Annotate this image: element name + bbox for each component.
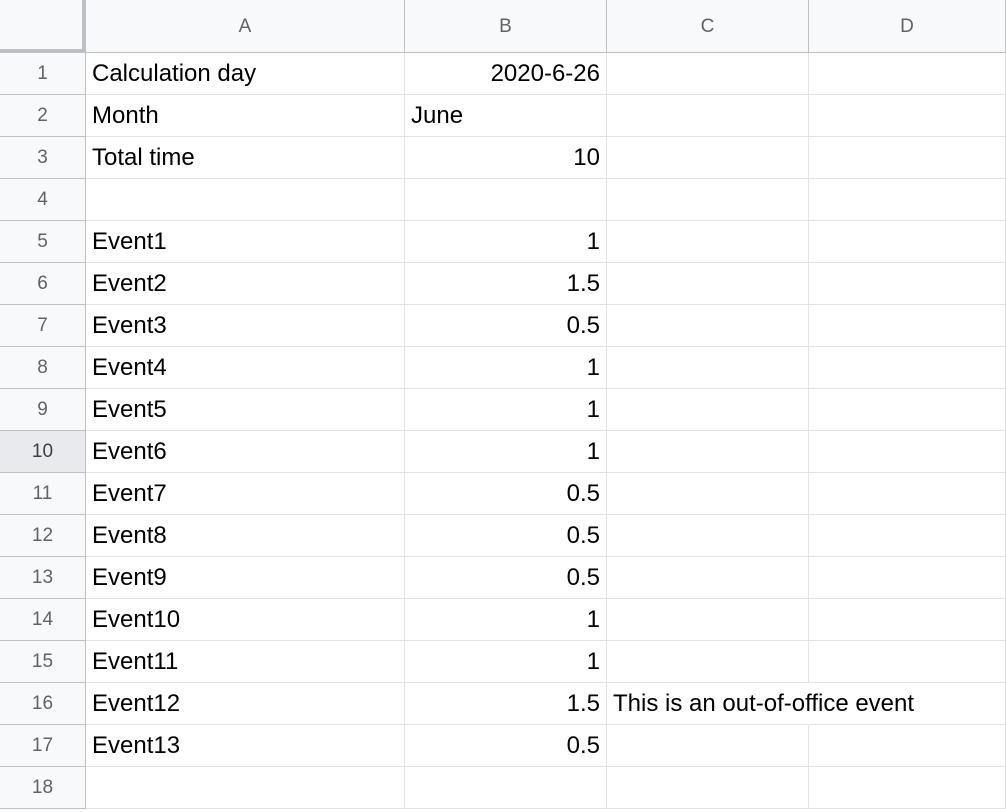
cell-a15[interactable]: Event11 bbox=[86, 641, 405, 683]
cell-a7[interactable]: Event3 bbox=[86, 305, 405, 347]
cell-b2[interactable]: June bbox=[405, 95, 607, 137]
cell-c2[interactable] bbox=[607, 95, 809, 137]
cell-d18[interactable] bbox=[809, 767, 1006, 809]
cell-a13[interactable]: Event9 bbox=[86, 557, 405, 599]
cell-b3[interactable]: 10 bbox=[405, 137, 607, 179]
column-header-c[interactable]: C bbox=[607, 0, 809, 53]
cell-b14[interactable]: 1 bbox=[405, 599, 607, 641]
cell-d10[interactable] bbox=[809, 431, 1006, 473]
cell-b7[interactable]: 0.5 bbox=[405, 305, 607, 347]
row-header-16[interactable]: 16 bbox=[0, 683, 86, 725]
column-header-b[interactable]: B bbox=[405, 0, 607, 53]
cell-b16[interactable]: 1.5 bbox=[405, 683, 607, 725]
cell-a3[interactable]: Total time bbox=[86, 137, 405, 179]
row-header-10[interactable]: 10 bbox=[0, 431, 86, 473]
cell-a4[interactable] bbox=[86, 179, 405, 221]
column-header-d[interactable]: D bbox=[809, 0, 1006, 53]
cell-b6[interactable]: 1.5 bbox=[405, 263, 607, 305]
cell-a10[interactable]: Event6 bbox=[86, 431, 405, 473]
cell-b11[interactable]: 0.5 bbox=[405, 473, 607, 515]
cell-a16[interactable]: Event12 bbox=[86, 683, 405, 725]
row-header-17[interactable]: 17 bbox=[0, 725, 86, 767]
cell-c15[interactable] bbox=[607, 641, 809, 683]
cell-d9[interactable] bbox=[809, 389, 1006, 431]
cell-d17[interactable] bbox=[809, 725, 1006, 767]
cell-c7[interactable] bbox=[607, 305, 809, 347]
row-header-18[interactable]: 18 bbox=[0, 767, 86, 809]
cell-c18[interactable] bbox=[607, 767, 809, 809]
cell-b1[interactable]: 2020-6-26 bbox=[405, 53, 607, 95]
cell-c5[interactable] bbox=[607, 221, 809, 263]
cell-d8[interactable] bbox=[809, 347, 1006, 389]
cell-c8[interactable] bbox=[607, 347, 809, 389]
cell-c9[interactable] bbox=[607, 389, 809, 431]
row-header-9[interactable]: 9 bbox=[0, 389, 86, 431]
cell-d14[interactable] bbox=[809, 599, 1006, 641]
cell-a17[interactable]: Event13 bbox=[86, 725, 405, 767]
row-header-5[interactable]: 5 bbox=[0, 221, 86, 263]
cell-b17[interactable]: 0.5 bbox=[405, 725, 607, 767]
cell-c6[interactable] bbox=[607, 263, 809, 305]
cell-a2[interactable]: Month bbox=[86, 95, 405, 137]
cell-a9[interactable]: Event5 bbox=[86, 389, 405, 431]
cell-a5[interactable]: Event1 bbox=[86, 221, 405, 263]
row-header-6[interactable]: 6 bbox=[0, 263, 86, 305]
cell-c4[interactable] bbox=[607, 179, 809, 221]
cell-d16[interactable] bbox=[809, 683, 1006, 725]
cell-c17[interactable] bbox=[607, 725, 809, 767]
cell-b18[interactable] bbox=[405, 767, 607, 809]
cell-a12[interactable]: Event8 bbox=[86, 515, 405, 557]
cell-d1[interactable] bbox=[809, 53, 1006, 95]
cell-d12[interactable] bbox=[809, 515, 1006, 557]
cell-c10[interactable] bbox=[607, 431, 809, 473]
cell-d13[interactable] bbox=[809, 557, 1006, 599]
cell-d7[interactable] bbox=[809, 305, 1006, 347]
cell-a18[interactable] bbox=[86, 767, 405, 809]
cell-d5[interactable] bbox=[809, 221, 1006, 263]
cell-c12[interactable] bbox=[607, 515, 809, 557]
row-header-11[interactable]: 11 bbox=[0, 473, 86, 515]
row-header-1[interactable]: 1 bbox=[0, 53, 86, 95]
cell-d15[interactable] bbox=[809, 641, 1006, 683]
row-header-13[interactable]: 13 bbox=[0, 557, 86, 599]
cell-b10[interactable]: 1 bbox=[405, 431, 607, 473]
row-header-15[interactable]: 15 bbox=[0, 641, 86, 683]
cell-d11[interactable] bbox=[809, 473, 1006, 515]
row-header-2[interactable]: 2 bbox=[0, 95, 86, 137]
cell-b12[interactable]: 0.5 bbox=[405, 515, 607, 557]
column-header-a[interactable]: A bbox=[86, 0, 405, 53]
row-header-3[interactable]: 3 bbox=[0, 137, 86, 179]
cell-b5[interactable]: 1 bbox=[405, 221, 607, 263]
cell-c11[interactable] bbox=[607, 473, 809, 515]
cell-b8[interactable]: 1 bbox=[405, 347, 607, 389]
cell-a8[interactable]: Event4 bbox=[86, 347, 405, 389]
cell-b4[interactable] bbox=[405, 179, 607, 221]
cell-b13[interactable]: 0.5 bbox=[405, 557, 607, 599]
cell-d2[interactable] bbox=[809, 95, 1006, 137]
cell-c1[interactable] bbox=[607, 53, 809, 95]
cell-c13[interactable] bbox=[607, 557, 809, 599]
cell-a14[interactable]: Event10 bbox=[86, 599, 405, 641]
cell-b15[interactable]: 1 bbox=[405, 641, 607, 683]
row-header-14[interactable]: 14 bbox=[0, 599, 86, 641]
cell-d6[interactable] bbox=[809, 263, 1006, 305]
cell-b9[interactable]: 1 bbox=[405, 389, 607, 431]
cell-c3[interactable] bbox=[607, 137, 809, 179]
cell-d3[interactable] bbox=[809, 137, 1006, 179]
cell-a1[interactable]: Calculation day bbox=[86, 53, 405, 95]
row-header-7[interactable]: 7 bbox=[0, 305, 86, 347]
cell-d4[interactable] bbox=[809, 179, 1006, 221]
cell-c16[interactable]: This is an out-of-office event bbox=[607, 683, 914, 725]
cell-a11[interactable]: Event7 bbox=[86, 473, 405, 515]
cell-c14[interactable] bbox=[607, 599, 809, 641]
select-all-corner[interactable] bbox=[0, 0, 86, 53]
row-header-4[interactable]: 4 bbox=[0, 179, 86, 221]
row-header-8[interactable]: 8 bbox=[0, 347, 86, 389]
row-header-12[interactable]: 12 bbox=[0, 515, 86, 557]
cell-a6[interactable]: Event2 bbox=[86, 263, 405, 305]
